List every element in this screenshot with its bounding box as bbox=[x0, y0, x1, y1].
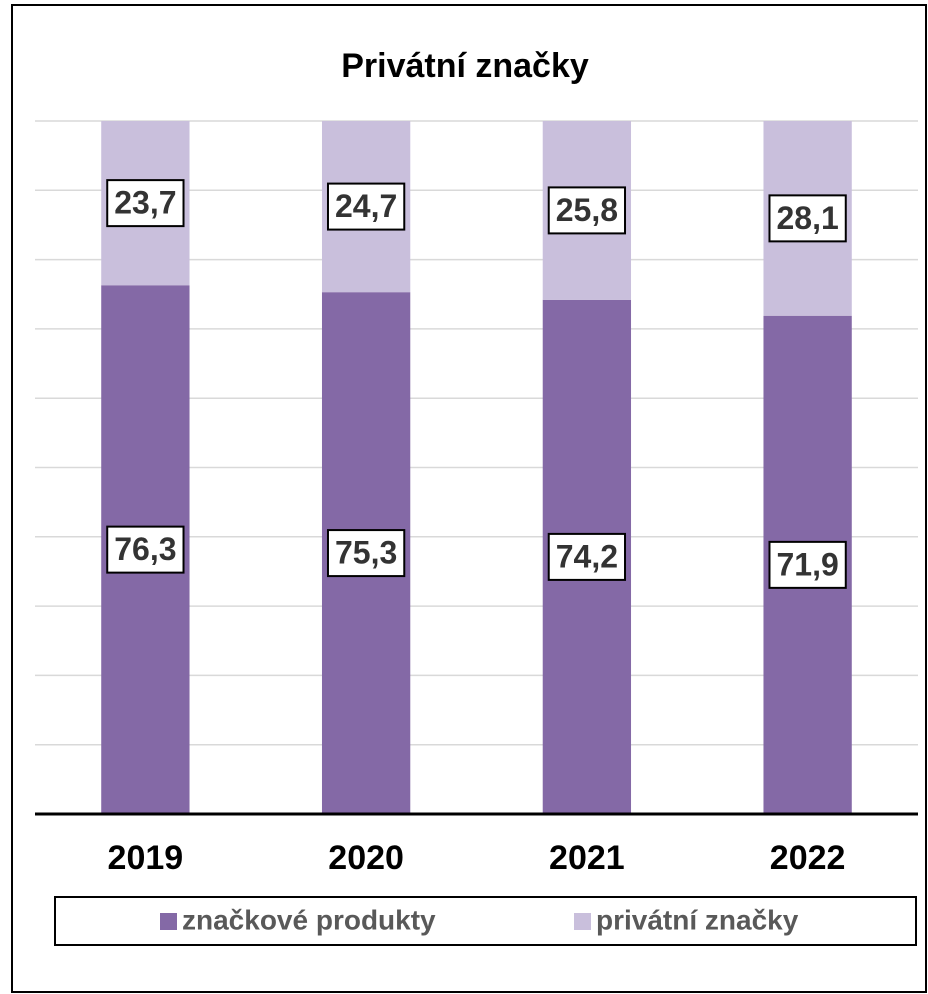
x-tick-label: 2021 bbox=[549, 839, 625, 877]
value-label-box bbox=[768, 540, 847, 589]
value-label: 75,3 bbox=[335, 535, 397, 571]
value-label: 71,9 bbox=[776, 546, 838, 582]
legend-marker bbox=[574, 913, 591, 930]
chart-title: Privátní značky bbox=[341, 47, 589, 85]
value-label-box bbox=[326, 182, 406, 231]
value-label-box bbox=[547, 532, 627, 581]
value-label: 74,2 bbox=[556, 538, 618, 574]
legend-label: privátní značky bbox=[596, 904, 799, 935]
value-label: 24,7 bbox=[335, 188, 397, 224]
x-tick-label: 2022 bbox=[770, 839, 846, 877]
legend-marker bbox=[160, 913, 177, 930]
legend-box bbox=[54, 896, 917, 946]
x-tick-label: 2020 bbox=[328, 839, 404, 877]
value-label-box bbox=[326, 529, 406, 578]
value-label-box bbox=[768, 194, 847, 243]
value-label-box bbox=[547, 186, 627, 235]
legend-label: značkové produkty bbox=[182, 904, 436, 935]
value-label: 23,7 bbox=[114, 185, 176, 221]
x-tick-label: 2019 bbox=[108, 839, 184, 877]
value-label-box bbox=[106, 179, 185, 228]
value-label: 25,8 bbox=[556, 192, 618, 228]
value-label-box bbox=[106, 525, 185, 574]
value-label: 76,3 bbox=[114, 531, 176, 567]
value-label: 28,1 bbox=[776, 200, 838, 236]
